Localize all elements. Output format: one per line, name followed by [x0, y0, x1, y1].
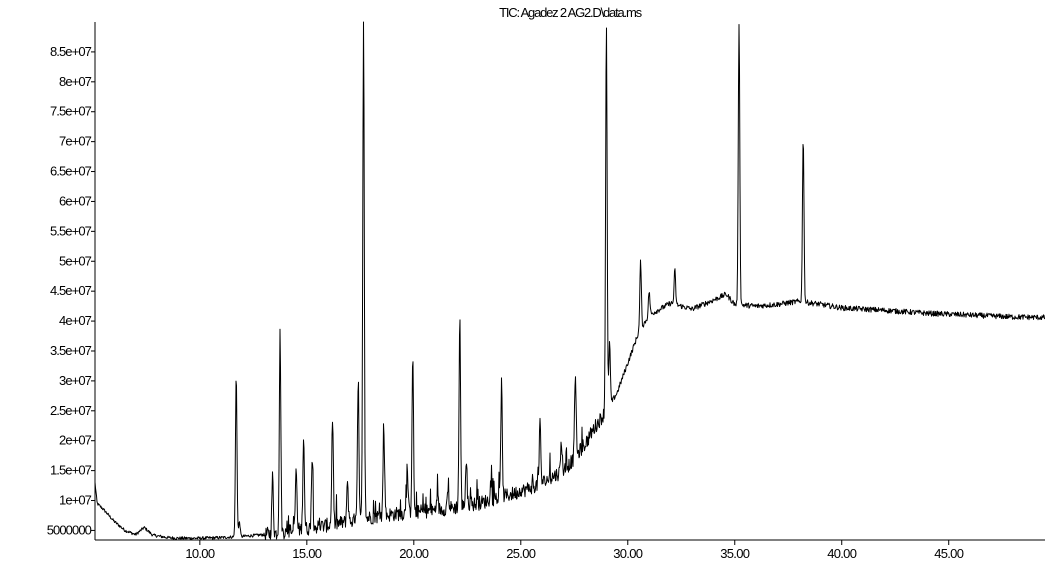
y-tick-label: 7.5e+07 — [50, 104, 92, 119]
x-tick-label: 45.00 — [934, 546, 964, 561]
y-tick-label: 2e+07 — [59, 433, 92, 448]
y-tick-label: 4e+07 — [59, 313, 92, 328]
x-tick-label: 25.00 — [506, 546, 536, 561]
y-tick-label: 3e+07 — [59, 373, 92, 388]
chart-title: TIC: Agadez 2 AG2.D\data.ms — [499, 5, 642, 20]
y-tick-label: 4.5e+07 — [50, 283, 92, 298]
tic-signal-line — [94, 21, 1045, 541]
y-tick-label: 6e+07 — [59, 193, 92, 208]
y-tick-label: 8.5e+07 — [50, 44, 92, 59]
y-tick-label: 5e+07 — [59, 253, 92, 268]
x-tick-label: 30.00 — [613, 546, 643, 561]
y-tick-label: 5.5e+07 — [50, 223, 92, 238]
x-tick-label: 10.00 — [185, 546, 215, 561]
x-axis-ticks: 10.00 15.00 20.00 25.00 30.00 35.00 40.00 45.00 — [185, 540, 964, 561]
x-tick-label: 40.00 — [827, 546, 857, 561]
y-tick-label: 6.5e+07 — [50, 164, 92, 179]
y-tick-label: 8e+07 — [59, 74, 92, 89]
x-tick-label: 15.00 — [292, 546, 322, 561]
y-tick-label: 3.5e+07 — [50, 343, 92, 358]
y-axis-ticks: 5000000 1e+07 1.5e+07 2e+07 2.5e+07 3e+07 3.5e… — [47, 44, 95, 537]
y-tick-label: 2.5e+07 — [50, 403, 92, 418]
x-tick-label: 20.00 — [399, 546, 429, 561]
y-tick-label: 1.5e+07 — [50, 463, 92, 478]
y-tick-label: 7e+07 — [59, 134, 92, 149]
y-tick-label: 5000000 — [47, 522, 92, 537]
y-tick-label: 1e+07 — [59, 493, 92, 508]
x-tick-label: 35.00 — [720, 546, 750, 561]
